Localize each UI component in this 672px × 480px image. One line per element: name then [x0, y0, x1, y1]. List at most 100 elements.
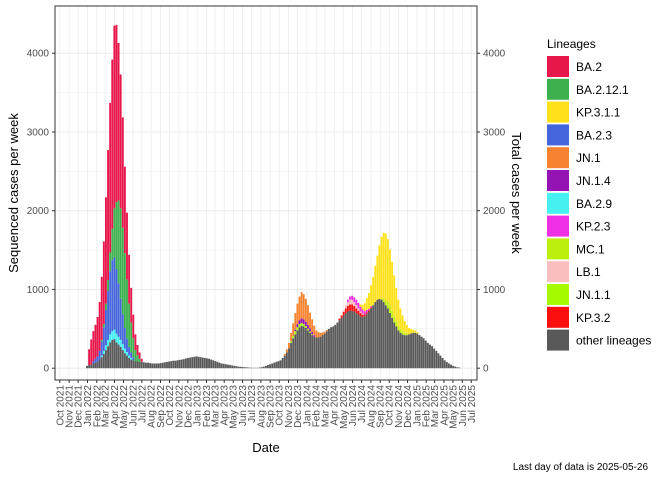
bar-segment — [130, 359, 133, 369]
bar-segment — [319, 332, 322, 337]
bar-segment — [384, 305, 387, 369]
bar-segment — [332, 326, 335, 369]
bar-segment — [294, 331, 297, 335]
bar-segment — [330, 327, 333, 369]
bar-segment — [306, 305, 309, 325]
bar-segment — [115, 268, 118, 334]
bar-segment — [92, 361, 95, 364]
bar-segment — [294, 334, 297, 369]
x-tick-label: Jul 2023 — [247, 385, 258, 423]
bar-segment — [262, 366, 265, 369]
bar-segment — [168, 361, 171, 369]
bar-segment — [128, 303, 131, 347]
bar-segment — [416, 331, 419, 334]
bar-segment — [92, 363, 95, 369]
x-tick-label: Jun 2024 — [348, 385, 359, 427]
bar-segment — [368, 293, 370, 309]
y-tick-label-left: 4000 — [27, 49, 50, 60]
bar-segment — [361, 317, 364, 369]
legend-item: BA.2.12.1 — [547, 78, 629, 100]
bar-segment — [302, 319, 305, 325]
bar-segment — [323, 331, 326, 334]
y-tick-label-left: 2000 — [27, 206, 50, 217]
bar-segment — [349, 299, 351, 305]
bar-segment — [155, 363, 158, 369]
bar-segment — [317, 337, 320, 369]
bar-segment — [199, 357, 202, 369]
bar-segment — [107, 339, 109, 347]
x-tick-label: Aug 2022 — [147, 385, 158, 428]
caption: Last day of data is 2025-05-26 — [513, 462, 649, 473]
bar-segment — [119, 208, 122, 299]
x-tick-label: Feb 2023 — [202, 385, 213, 428]
legend: Lineages BA.2 BA.2.12.1 KP.3.1.1 BA.2.3 JN.1… — [547, 37, 651, 351]
bar-segment — [309, 332, 311, 369]
bar-segment — [410, 328, 412, 334]
bar-segment — [142, 362, 145, 369]
bar-segment — [344, 305, 347, 309]
bar-segment — [380, 298, 383, 300]
bar-segment — [102, 241, 105, 325]
bar-segment — [128, 355, 131, 358]
bar-segment — [107, 346, 109, 369]
bar-segment — [359, 313, 362, 317]
bar-segment — [399, 332, 402, 369]
bar-segment — [353, 305, 356, 312]
bar-segment — [311, 331, 314, 335]
bar-segment — [126, 212, 128, 280]
bar-segment — [113, 25, 116, 209]
bar-segment — [126, 352, 128, 356]
x-tick-label: Dec 2023 — [293, 385, 304, 428]
bar-segment — [105, 197, 107, 304]
bar-segment — [126, 338, 128, 353]
bar-segment — [445, 361, 448, 369]
y-axis-right-title: Total cases per week — [509, 132, 524, 254]
bar-segment — [279, 360, 282, 369]
bar-segment — [117, 336, 120, 345]
bar-segment — [216, 361, 219, 369]
bar-segment — [384, 300, 387, 306]
x-tick-label: May 2023 — [229, 385, 240, 429]
bar-segment — [224, 364, 227, 369]
bar-segment — [111, 339, 114, 369]
legend-label: LB.1 — [576, 265, 601, 279]
bar-segment — [174, 360, 177, 369]
x-tick-label: Nov 2021 — [65, 385, 76, 428]
bar-segment — [119, 346, 122, 369]
x-tick-label: Mar 2022 — [101, 385, 112, 428]
bar-segment — [365, 298, 368, 310]
bar-segment — [231, 365, 234, 369]
bar-segment — [258, 367, 261, 369]
bar-segment — [386, 239, 389, 303]
bar-segment — [311, 319, 314, 332]
bar-segment — [121, 350, 124, 369]
bar-segment — [105, 345, 107, 351]
legend-item: BA.2.3 — [547, 124, 612, 146]
legend-label: BA.2 — [576, 60, 602, 74]
bar-segment — [109, 102, 112, 253]
bar-segment — [389, 313, 391, 369]
bar-segment — [416, 333, 419, 369]
bar-segment — [267, 365, 269, 369]
bar-segment — [109, 342, 112, 369]
bar-segment — [136, 355, 139, 362]
bar-segment — [403, 320, 406, 333]
bar-segment — [166, 361, 168, 369]
bar-segment — [98, 302, 101, 351]
legend-swatch — [547, 124, 569, 146]
x-tick-label: Jul 2022 — [137, 385, 148, 423]
bar-segment — [435, 350, 438, 369]
bar-segment — [380, 236, 383, 299]
bar-segment — [391, 310, 394, 318]
bar-segment — [296, 330, 299, 369]
bar-segment — [399, 328, 402, 333]
bar-segment — [208, 358, 210, 369]
x-tick-label: Sep 2022 — [156, 385, 167, 428]
bar-segment — [245, 367, 248, 369]
legend-swatch — [547, 261, 569, 283]
legend-swatch — [547, 78, 569, 100]
bar-segment — [372, 276, 375, 306]
bar-segment — [109, 252, 112, 272]
bar-segment — [136, 361, 139, 369]
